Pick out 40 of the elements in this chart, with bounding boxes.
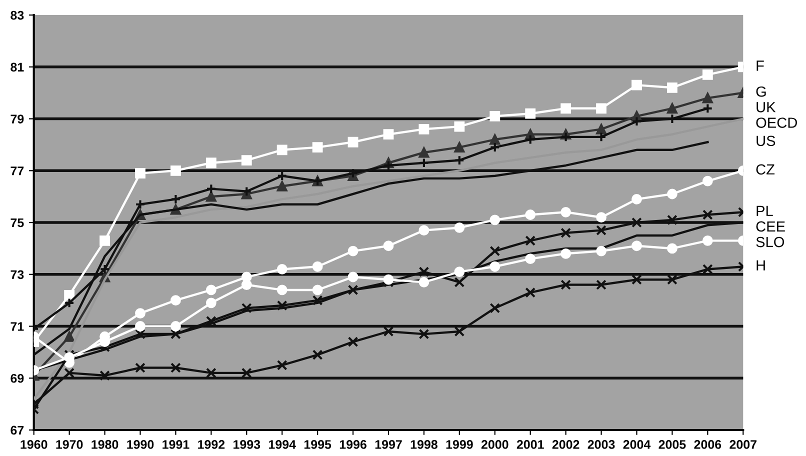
- x-tick-label: 1992: [198, 440, 225, 449]
- text: UK: [756, 102, 776, 112]
- x-tick-label: 2005: [658, 440, 686, 449]
- series-label: CEE: [756, 221, 785, 232]
- x-tick-label: 2000: [481, 440, 508, 449]
- x-tick-label: 2002: [552, 440, 580, 449]
- x-tick-label: 1995: [304, 440, 332, 449]
- x-tick-label: 1996: [340, 440, 366, 449]
- x-tick-label: 2007: [730, 440, 756, 449]
- text: US: [756, 136, 776, 146]
- y-tick-label: 75: [10, 218, 24, 228]
- y-tick-label: 83: [10, 10, 24, 20]
- x-tick-label: 1990: [127, 440, 154, 449]
- x-tick-label: 1993: [234, 440, 260, 449]
- y-tick-label: 73: [10, 270, 24, 280]
- y-tick-label: 69: [10, 374, 24, 383]
- y-tick-label: 79: [10, 114, 24, 124]
- x-tick-label: 1998: [410, 440, 438, 449]
- x-tick-label: 1960: [20, 440, 48, 449]
- x-tick-label: 2004: [623, 440, 651, 449]
- y-tick-label: 81: [10, 62, 24, 72]
- y-tick-label: 71: [10, 322, 24, 331]
- series-label: SLO: [756, 236, 784, 248]
- series-label: CZ: [756, 164, 775, 175]
- x-tick-label: 1997: [375, 440, 402, 449]
- series-label: F: [756, 60, 764, 71]
- x-tick-label: 2003: [588, 440, 615, 449]
- series-label: H: [756, 260, 765, 270]
- x-tick-label: 1994: [268, 440, 296, 449]
- x-tick-label: 1980: [92, 440, 118, 449]
- y-tick-label: 67: [10, 426, 24, 435]
- series-label: OECD: [756, 118, 797, 128]
- series-label: PL: [756, 206, 773, 216]
- x-tick-label: 1991: [162, 440, 190, 449]
- series-label: G: [756, 86, 766, 97]
- x-tick-label: 1970: [56, 440, 83, 449]
- x-tick-label: 1999: [446, 440, 473, 449]
- y-tick-label: 77: [10, 166, 24, 176]
- x-tick-label: 2001: [516, 440, 544, 449]
- x-tick-label: 2006: [694, 440, 722, 449]
